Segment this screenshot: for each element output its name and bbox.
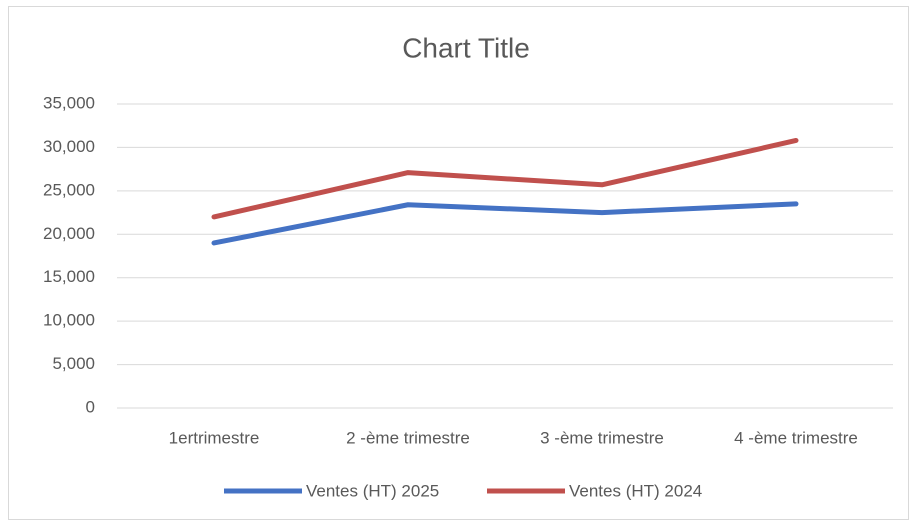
legend-label: Ventes (HT) 2024: [569, 481, 702, 500]
y-tick-label: 10,000: [43, 311, 95, 330]
y-tick-label: 0: [86, 397, 95, 416]
chart-title: Chart Title: [402, 32, 530, 63]
x-tick-label: 2 -ème trimestre: [346, 428, 470, 447]
y-tick-label: 20,000: [43, 224, 95, 243]
chart-border: [8, 6, 909, 520]
y-tick-label: 35,000: [43, 93, 95, 112]
y-tick-label: 5,000: [52, 354, 95, 373]
x-tick-label: 4 -ème trimestre: [734, 428, 858, 447]
line-series: [211, 201, 799, 246]
y-tick-label: 30,000: [43, 137, 95, 156]
y-tick-label: 15,000: [43, 267, 95, 286]
line-series: [211, 137, 799, 220]
y-tick-label: 25,000: [43, 180, 95, 199]
x-tick-label: 1ertrimestre: [169, 428, 260, 447]
x-tick-label: 3 -ème trimestre: [540, 428, 664, 447]
legend-label: Ventes (HT) 2025: [306, 481, 439, 500]
